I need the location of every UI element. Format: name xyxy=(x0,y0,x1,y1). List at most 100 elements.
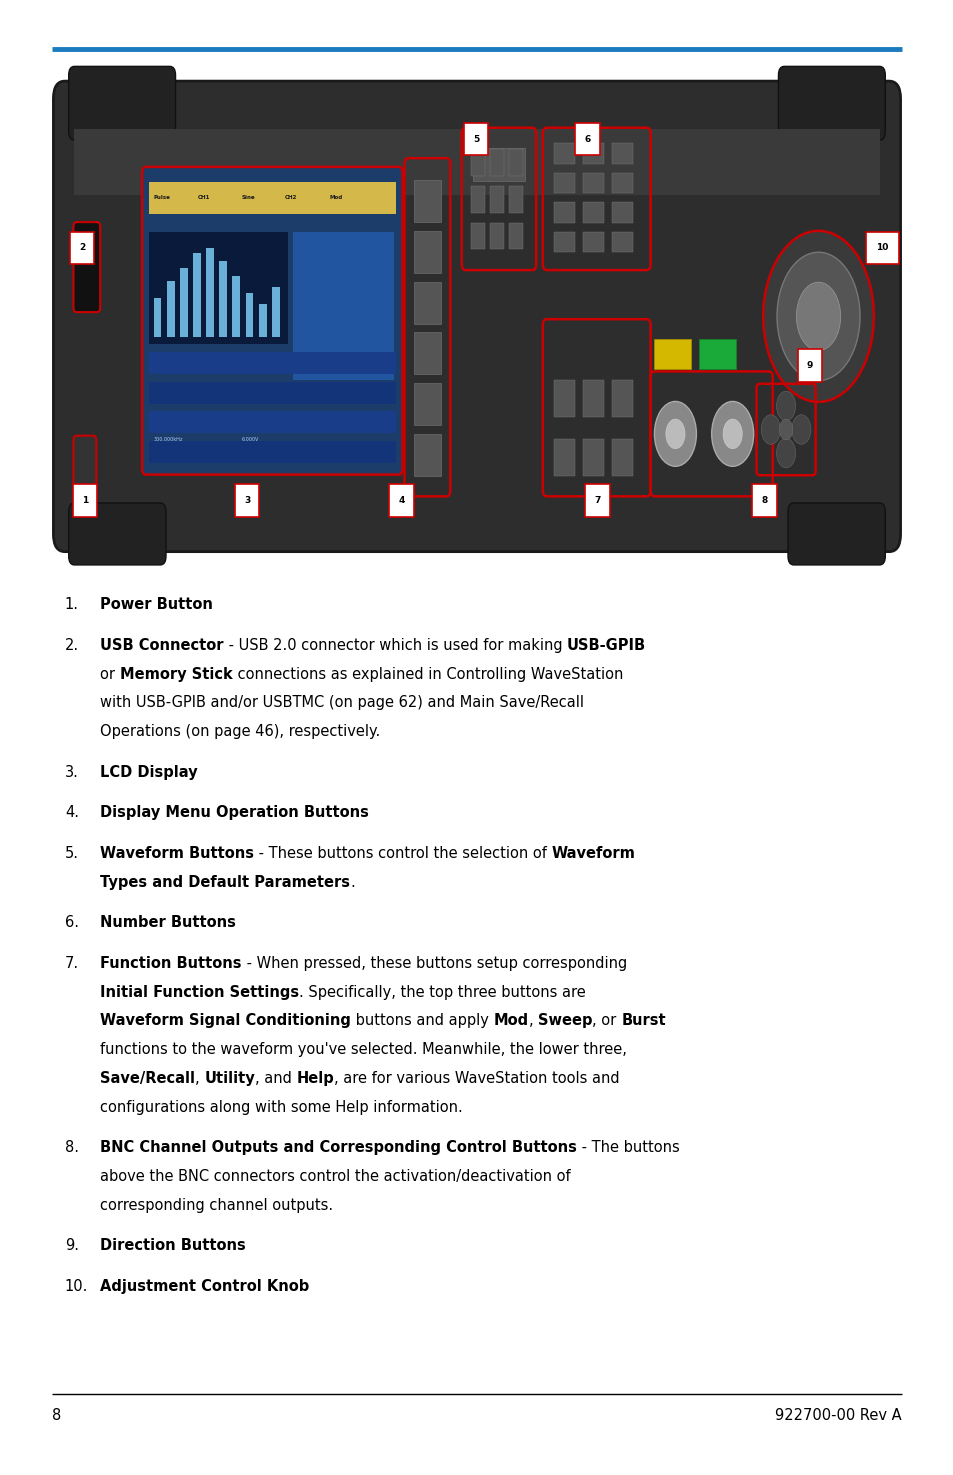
Bar xyxy=(582,173,603,193)
Text: Direction Buttons: Direction Buttons xyxy=(100,1239,246,1254)
Text: 5: 5 xyxy=(473,134,478,143)
Bar xyxy=(582,143,603,164)
Text: 2: 2 xyxy=(79,243,85,252)
Circle shape xyxy=(791,414,810,444)
Bar xyxy=(74,130,879,195)
Bar xyxy=(865,232,898,264)
Text: Waveform Signal Conditioning: Waveform Signal Conditioning xyxy=(100,1013,351,1028)
Text: configurations along with some Help information.: configurations along with some Help info… xyxy=(100,1100,462,1115)
Text: 6.000V: 6.000V xyxy=(241,437,258,441)
Text: CH2: CH2 xyxy=(285,195,297,201)
Text: LCD Display: LCD Display xyxy=(100,764,197,780)
Circle shape xyxy=(760,414,780,444)
Text: 2.: 2. xyxy=(65,637,79,653)
Text: - When pressed, these buttons setup corresponding: - When pressed, these buttons setup corr… xyxy=(241,956,626,971)
Text: 8: 8 xyxy=(760,496,766,504)
Text: 8.: 8. xyxy=(65,1140,79,1155)
Circle shape xyxy=(777,252,860,381)
Bar xyxy=(554,232,575,252)
Text: 3: 3 xyxy=(244,496,250,504)
Bar xyxy=(554,202,575,223)
Bar xyxy=(509,223,522,249)
Text: Save/Recall: Save/Recall xyxy=(100,1071,195,1086)
Text: 6.: 6. xyxy=(65,914,79,931)
Bar xyxy=(554,379,575,416)
Bar xyxy=(206,248,213,336)
Bar xyxy=(584,484,609,516)
Bar xyxy=(70,232,94,264)
Text: , and: , and xyxy=(254,1071,296,1086)
Bar xyxy=(654,339,690,369)
Bar xyxy=(575,122,599,155)
Bar xyxy=(611,143,632,164)
Text: buttons and apply: buttons and apply xyxy=(351,1013,493,1028)
FancyBboxPatch shape xyxy=(142,167,402,475)
Circle shape xyxy=(762,230,873,401)
FancyBboxPatch shape xyxy=(53,81,900,552)
Bar xyxy=(167,282,174,336)
Bar xyxy=(471,149,484,176)
Bar xyxy=(149,232,288,344)
Text: 7: 7 xyxy=(594,496,599,504)
Bar xyxy=(72,484,97,516)
Bar xyxy=(582,202,603,223)
Circle shape xyxy=(776,438,795,468)
Text: Sine: Sine xyxy=(241,195,254,201)
Text: 10.: 10. xyxy=(65,1279,89,1294)
Bar xyxy=(582,379,603,416)
Circle shape xyxy=(711,401,753,466)
Bar xyxy=(258,304,266,336)
Text: 9: 9 xyxy=(806,361,812,370)
Bar xyxy=(414,332,440,375)
Text: Operations (on page 46), respectively.: Operations (on page 46), respectively. xyxy=(100,724,380,739)
Bar xyxy=(611,173,632,193)
Text: with USB-GPIB and/or USBTMC (on page 62) and Main Save/Recall: with USB-GPIB and/or USBTMC (on page 62)… xyxy=(100,695,583,711)
Circle shape xyxy=(665,419,684,448)
FancyBboxPatch shape xyxy=(73,435,96,503)
Bar xyxy=(554,440,575,475)
FancyBboxPatch shape xyxy=(73,223,100,313)
Bar xyxy=(611,232,632,252)
Text: USB Connector: USB Connector xyxy=(100,637,223,653)
Text: , or: , or xyxy=(592,1013,620,1028)
Text: 6: 6 xyxy=(584,134,590,143)
Bar xyxy=(490,149,503,176)
Text: Function Buttons: Function Buttons xyxy=(100,956,241,971)
Bar xyxy=(463,122,488,155)
Bar xyxy=(414,180,440,223)
Text: 3.: 3. xyxy=(65,764,79,780)
Bar xyxy=(611,440,632,475)
Text: connections as explained in Controlling WaveStation: connections as explained in Controlling … xyxy=(233,667,622,681)
Bar xyxy=(193,254,201,336)
Bar xyxy=(153,298,161,336)
Bar xyxy=(582,232,603,252)
Bar xyxy=(219,261,227,336)
Bar xyxy=(245,292,253,336)
Text: Utility: Utility xyxy=(204,1071,254,1086)
Bar xyxy=(414,232,440,273)
Bar xyxy=(234,484,259,516)
Bar xyxy=(293,232,394,381)
Text: Memory Stick: Memory Stick xyxy=(120,667,233,681)
Text: BNC Channel Outputs and Corresponding Control Buttons: BNC Channel Outputs and Corresponding Co… xyxy=(100,1140,577,1155)
Text: ,: , xyxy=(195,1071,204,1086)
Bar xyxy=(389,484,414,516)
Circle shape xyxy=(779,419,792,440)
Text: Power Button: Power Button xyxy=(100,597,213,612)
Text: 10: 10 xyxy=(876,243,887,252)
FancyBboxPatch shape xyxy=(69,66,175,140)
Bar xyxy=(582,440,603,475)
Text: Number Buttons: Number Buttons xyxy=(100,914,235,931)
Text: or: or xyxy=(100,667,120,681)
Text: - The buttons: - The buttons xyxy=(577,1140,679,1155)
Text: Sweep: Sweep xyxy=(537,1013,592,1028)
Text: Display Menu Operation Buttons: Display Menu Operation Buttons xyxy=(100,805,369,820)
Bar xyxy=(490,223,503,249)
Bar xyxy=(149,353,395,375)
Bar xyxy=(414,434,440,475)
Text: - These buttons control the selection of: - These buttons control the selection of xyxy=(253,845,551,861)
Bar xyxy=(272,288,279,336)
Bar xyxy=(473,149,524,181)
Bar xyxy=(149,441,395,463)
Text: 922700-00 Rev A: 922700-00 Rev A xyxy=(774,1409,901,1423)
